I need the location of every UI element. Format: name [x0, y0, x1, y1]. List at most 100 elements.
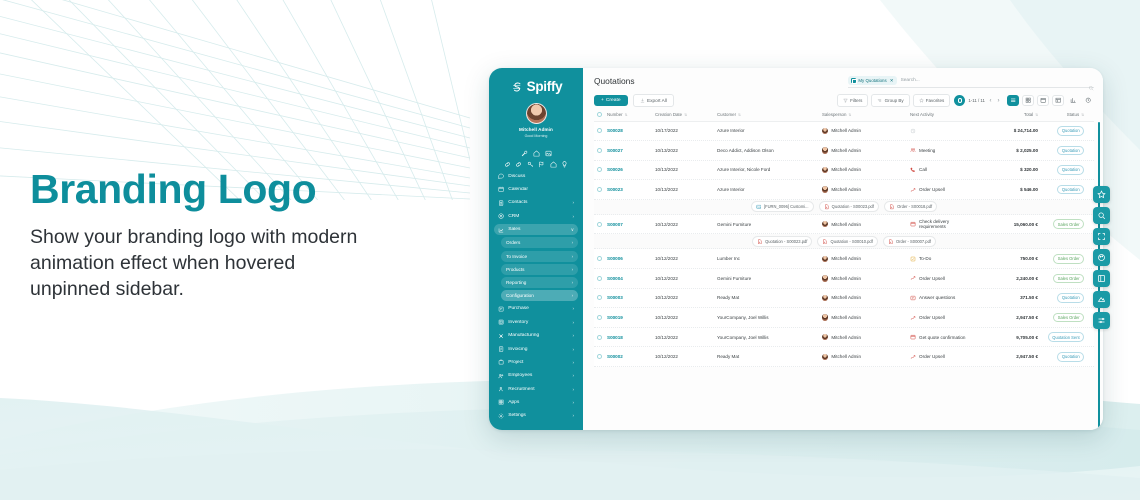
favorites-button[interactable]: Favorites [912, 94, 951, 107]
kanban-view-icon[interactable] [1022, 95, 1034, 106]
cell-number[interactable]: S00026 [607, 167, 623, 173]
house-icon[interactable] [550, 155, 557, 167]
attachment-chip[interactable]: Order - S00007.pdf [882, 236, 936, 247]
table-row[interactable]: S00003 10/12/2022 Ready Mat Mitchell Admin A… [594, 288, 1094, 309]
cell-next-activity[interactable]: To-Do [910, 256, 972, 262]
sidebar-subitem-orders[interactable]: Orders › [501, 237, 578, 249]
search-bar[interactable]: My Quotations ✕ Search... [848, 76, 1094, 90]
column-header-total[interactable]: Total [1023, 112, 1034, 117]
search-tool-icon[interactable] [1093, 207, 1110, 224]
cell-number[interactable]: S00007 [607, 221, 623, 227]
export-all-button[interactable]: Export All [632, 94, 674, 107]
cell-next-activity[interactable]: Order Upsell [910, 315, 972, 321]
cell-next-activity[interactable]: Call [910, 167, 972, 173]
sidebar-item-discuss[interactable]: Discuss [494, 171, 578, 182]
sidebar-item-invoicing[interactable]: Invoicing › [494, 343, 578, 354]
theme-icon[interactable] [1093, 291, 1110, 308]
row-checkbox[interactable] [597, 167, 607, 173]
attachment-chip[interactable]: Quotation - S00023.pdf [818, 201, 879, 213]
sidebar-item-project[interactable]: Project › [494, 357, 578, 368]
activity-view-icon[interactable] [1082, 95, 1094, 106]
select-all-checkbox[interactable] [597, 112, 607, 117]
sidebar-item-calendar[interactable]: Calendar [494, 184, 578, 195]
calendar-view-icon[interactable] [1037, 95, 1049, 106]
row-checkbox[interactable] [597, 275, 607, 281]
graph-view-icon[interactable] [1067, 95, 1079, 106]
column-header-salesperson[interactable]: Salesperson [822, 112, 847, 117]
column-header-number[interactable]: Number [607, 112, 623, 117]
cell-number[interactable]: S00002 [607, 354, 623, 360]
table-row[interactable]: S00026 10/13/2022 Azure Interior, Nicole F… [594, 160, 1094, 181]
table-row[interactable]: S00002 10/12/2022 Ready Mat Mitchell Admin O… [594, 347, 1094, 368]
sidebar-item-crm[interactable]: CRM › [494, 211, 578, 222]
row-checkbox[interactable] [597, 221, 607, 227]
pager-prev-button[interactable]: ‹ [989, 97, 992, 104]
search-icon[interactable] [1088, 78, 1094, 90]
pivot-view-icon[interactable] [1052, 95, 1064, 106]
sidebar-item-inventory[interactable]: Inventory › [494, 317, 578, 328]
table-row[interactable]: S00027 10/13/2022 Deco Addict, Addison Ols… [594, 141, 1094, 161]
user-block[interactable]: Mitchell Admin Good Morning [489, 103, 583, 138]
sidebar-item-employees[interactable]: Employees › [494, 370, 578, 381]
close-icon[interactable]: ✕ [889, 77, 894, 83]
row-checkbox[interactable] [597, 295, 607, 301]
search-input[interactable]: Search... [900, 78, 920, 83]
cell-next-activity[interactable]: Order Upsell [910, 187, 972, 193]
table-row[interactable]: S00028 10/17/2022 Azure Interior Mitchell A… [594, 121, 1094, 142]
row-checkbox[interactable] [597, 147, 607, 153]
table-row[interactable]: S00019 10/12/2022 YourCompany, Joel Willis… [594, 308, 1094, 328]
sidebar-item-recruitment[interactable]: Recruitment › [494, 384, 578, 395]
table-row[interactable]: S00018 10/12/2022 YourCompany, Joel Willis… [594, 327, 1094, 348]
column-header-creation-date[interactable]: Creation Date [655, 112, 683, 117]
row-checkbox[interactable] [597, 128, 607, 134]
attachment-chip[interactable]: Order - S00018.pdf [883, 201, 938, 213]
sidebar-item-manufacturing[interactable]: Manufacturing › [494, 330, 578, 341]
cell-number[interactable]: S00004 [607, 275, 623, 281]
sidebar-item-apps[interactable]: Apps › [494, 397, 578, 408]
cell-next-activity[interactable]: Order Upsell [910, 275, 972, 281]
column-header-status[interactable]: Status [1066, 112, 1080, 117]
link2-icon[interactable] [515, 155, 522, 167]
create-button[interactable]: + Create [594, 95, 628, 106]
image-icon[interactable] [545, 144, 552, 156]
cell-next-activity[interactable]: Order Upsell [910, 354, 972, 360]
cell-number[interactable]: S00028 [607, 128, 623, 134]
bulb-icon[interactable] [561, 155, 568, 167]
cell-number[interactable]: S00003 [607, 295, 623, 301]
cell-next-activity[interactable]: Answer questions [910, 295, 972, 301]
expand-icon[interactable] [1093, 228, 1110, 245]
row-checkbox[interactable] [597, 334, 607, 340]
column-header-customer[interactable]: Customer [717, 112, 737, 117]
table-row[interactable]: S00007 10/12/2022 Gemini Furniture Mitchell… [594, 214, 1094, 235]
cell-number[interactable]: S00006 [607, 256, 623, 262]
avatar[interactable] [525, 103, 547, 124]
attachment-chip[interactable]: [FURN_0096] Customi... [750, 201, 814, 213]
cell-next-activity[interactable]: Get quote confirmation [910, 334, 972, 340]
list-view-icon[interactable] [1007, 95, 1019, 106]
flag-icon[interactable] [538, 155, 545, 167]
home-icon[interactable] [533, 144, 540, 156]
filter-chip-my-quotations[interactable]: My Quotations ✕ [848, 76, 897, 85]
sidebar-subitem-to-invoice[interactable]: To Invoice › [501, 250, 578, 262]
row-checkbox[interactable] [597, 354, 607, 360]
row-checkbox[interactable] [597, 315, 607, 321]
group-by-button[interactable]: Group By [871, 94, 910, 107]
wrench-icon[interactable] [521, 144, 528, 156]
attachment-chip[interactable]: Quotation - S00023.pdf [751, 236, 813, 247]
cell-number[interactable]: S00027 [607, 147, 623, 153]
sidebar-item-sales[interactable]: Sales ∨ [494, 224, 578, 236]
pager-next-button[interactable]: › [997, 97, 1000, 104]
row-checkbox[interactable] [597, 256, 607, 262]
row-checkbox[interactable] [597, 187, 607, 193]
table-row[interactable]: S00023 10/13/2022 Azure Interior Mitchell A… [594, 180, 1094, 200]
cell-next-activity[interactable]: Meeting [910, 147, 972, 153]
cell-next-activity[interactable] [910, 128, 972, 134]
layout-icon[interactable] [1093, 270, 1110, 287]
palette-icon[interactable] [1093, 249, 1110, 266]
filters-button[interactable]: Filters [836, 94, 869, 107]
record-count-badge[interactable] [954, 95, 966, 106]
brand[interactable]: Spiffy [489, 77, 583, 96]
sidebar-subitem-products[interactable]: Products › [501, 263, 578, 275]
settings-tool-icon[interactable] [1093, 312, 1110, 329]
sidebar-subitem-reporting[interactable]: Reporting › [501, 276, 578, 288]
